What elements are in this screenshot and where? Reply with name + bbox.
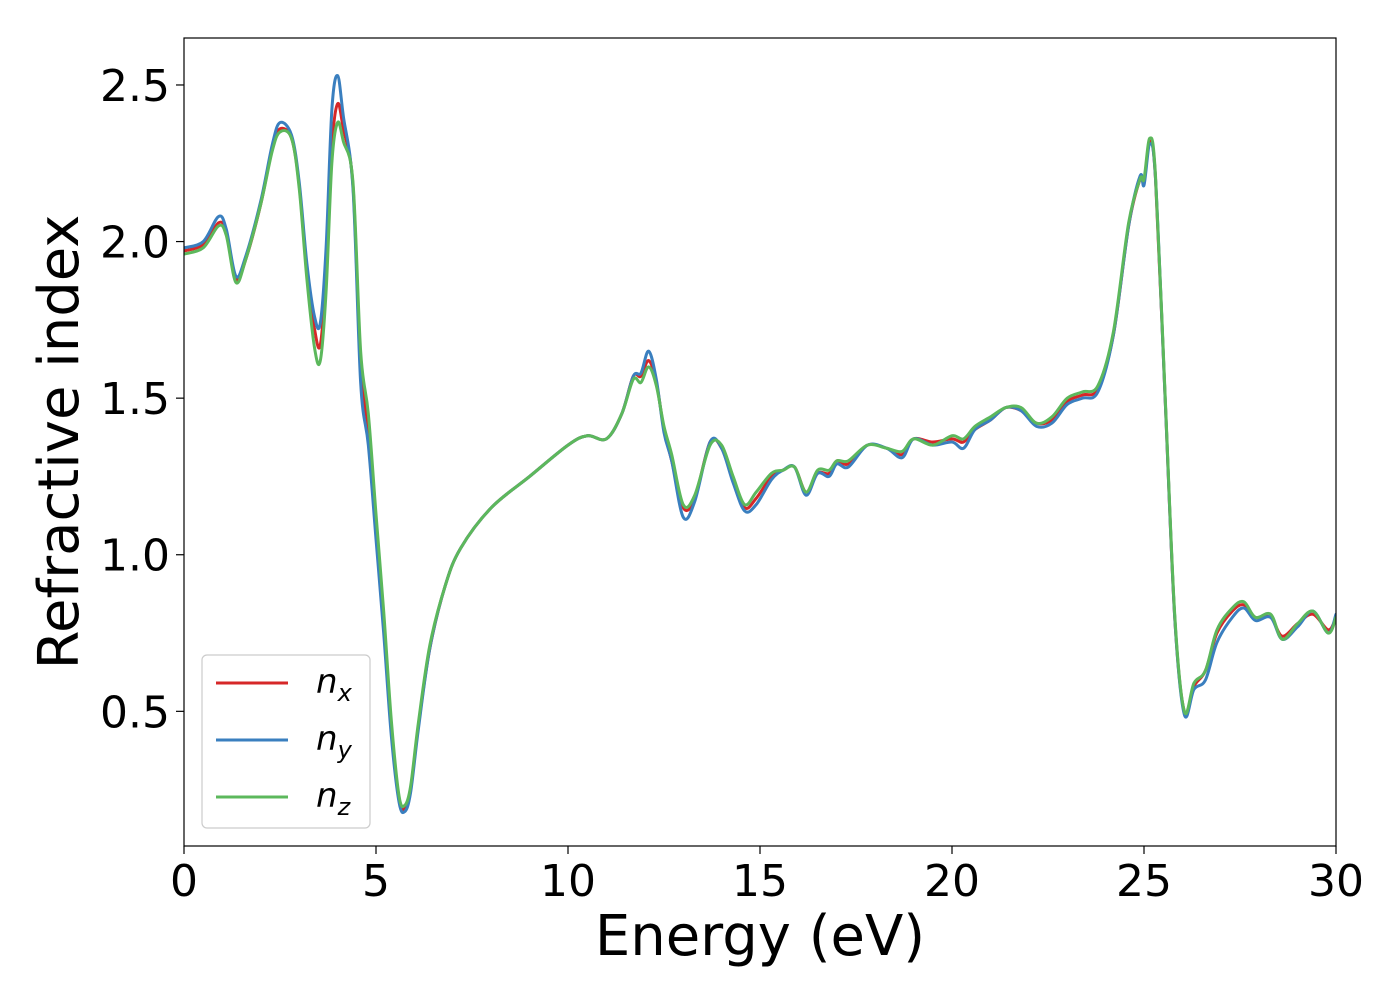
y-axis-label: Refractive index — [27, 215, 92, 670]
legend-label: nz — [316, 776, 352, 821]
legend: nx ny nz — [201, 654, 371, 829]
legend-item-n-z: nz — [216, 776, 352, 821]
legend-item-n-y: ny — [216, 719, 353, 764]
legend-item-n-x: nx — [216, 662, 353, 707]
x-tick-label: 0 — [170, 856, 198, 907]
series-layer — [184, 74, 1336, 815]
y-tick-label: 2.5 — [100, 61, 170, 112]
x-tick-label: 20 — [924, 856, 980, 907]
x-tick-label: 25 — [1116, 856, 1172, 907]
x-axis-label: Energy (eV) — [595, 904, 925, 969]
x-tick-label: 30 — [1308, 856, 1364, 907]
x-tick-label: 5 — [362, 856, 390, 907]
y-tick-label: 2.0 — [100, 218, 170, 269]
y-tick-label: 1.0 — [100, 531, 170, 582]
legend-label: ny — [316, 719, 353, 764]
x-axis-ticks: 0 5 10 15 20 25 30 — [170, 846, 1364, 907]
y-tick-label: 0.5 — [100, 687, 170, 738]
y-axis-ticks: 0.5 1.0 1.5 2.0 2.5 — [100, 61, 184, 738]
x-tick-label: 10 — [540, 856, 596, 907]
y-tick-label: 1.5 — [100, 374, 170, 425]
x-tick-label: 15 — [732, 856, 788, 907]
legend-label: nx — [316, 662, 353, 707]
series-line-n-z — [184, 120, 1336, 809]
